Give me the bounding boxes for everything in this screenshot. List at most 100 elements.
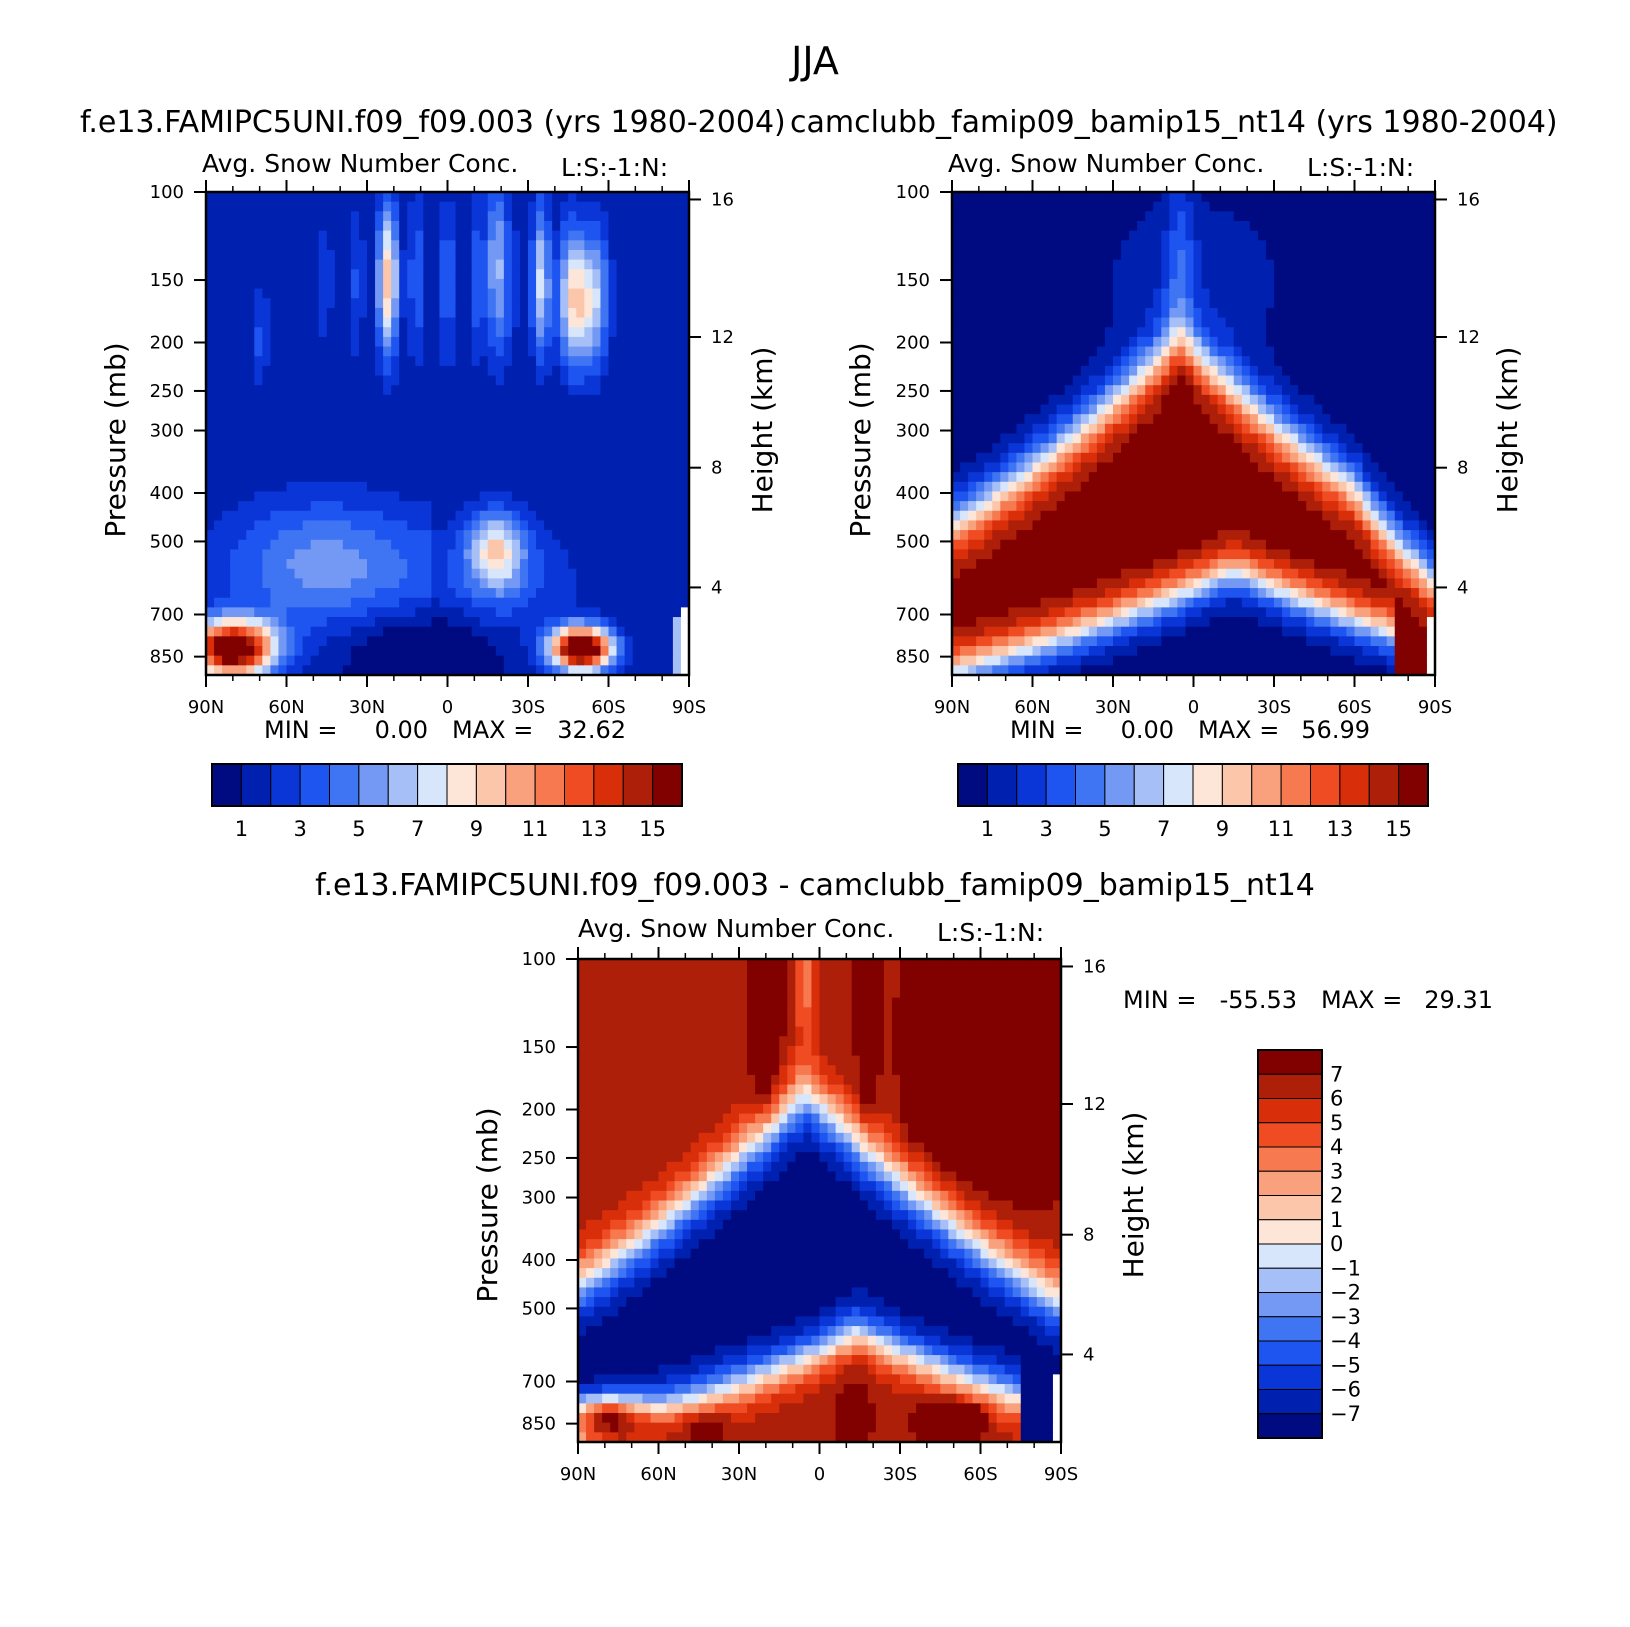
heatmap-cell <box>1298 327 1307 338</box>
heatmap-cell <box>519 520 529 531</box>
heatmap-cell <box>222 278 231 290</box>
heatmap-cell <box>1193 472 1203 483</box>
heatmap-cell <box>1257 298 1267 309</box>
heatmap-cell <box>342 307 352 319</box>
heatmap-cell <box>391 278 400 290</box>
heatmap-cell <box>1378 365 1388 377</box>
heatmap-cell <box>576 201 585 212</box>
heatmap-cell <box>230 201 239 212</box>
heatmap-cell <box>415 307 424 319</box>
heatmap-cell <box>624 211 634 222</box>
heatmap-cell <box>1378 220 1388 232</box>
heatmap-cell <box>528 356 537 367</box>
heatmap-cell <box>246 588 255 599</box>
heatmap-cell <box>447 298 457 309</box>
heatmap-cell <box>463 481 473 493</box>
heatmap-cell <box>214 568 223 579</box>
heatmap-cell <box>326 317 336 328</box>
heatmap-cell <box>503 481 513 493</box>
heatmap-cell <box>310 597 320 608</box>
heatmap-cell <box>246 211 255 222</box>
heatmap-cell <box>391 578 400 589</box>
heatmap-cell <box>1177 356 1187 367</box>
heatmap-cell <box>624 655 634 666</box>
heatmap-cell <box>984 288 993 299</box>
heatmap-cell <box>1217 356 1227 367</box>
heatmap-cell <box>1346 394 1356 406</box>
heatmap-cell <box>584 307 593 319</box>
heatmap-cell <box>439 472 449 483</box>
heatmap-cell <box>1169 375 1178 386</box>
heatmap-cell <box>672 346 682 357</box>
heatmap-cell <box>1072 394 1082 406</box>
heatmap-cell <box>310 394 320 406</box>
heatmap-cell <box>342 288 352 299</box>
heatmap-cell <box>487 559 497 570</box>
heatmap-cell <box>286 414 296 425</box>
heatmap-cell <box>616 530 626 541</box>
heatmap-cell <box>495 365 505 377</box>
heatmap-cell <box>222 249 231 261</box>
heatmap-cell <box>278 510 288 522</box>
heatmap-cell <box>1241 443 1251 454</box>
heatmap-cell <box>1290 230 1299 241</box>
heatmap-cell <box>471 665 481 676</box>
heatmap-cell <box>1378 327 1388 338</box>
heatmap-cell <box>1177 269 1187 280</box>
heatmap-cell <box>560 588 569 599</box>
heatmap-cell <box>1282 356 1291 367</box>
heatmap-cell <box>1153 249 1162 261</box>
heatmap-cell <box>1048 192 1058 203</box>
heatmap-cell <box>1153 452 1162 464</box>
colorbar-label: 3 <box>293 817 306 841</box>
heatmap-cell <box>576 269 585 280</box>
heatmap-cell <box>463 462 473 473</box>
heatmap-cell <box>391 452 400 464</box>
heatmap-cell <box>1145 356 1154 367</box>
heatmap-cell <box>375 278 384 290</box>
heatmap-cell <box>455 646 465 657</box>
heatmap-cell <box>568 433 577 444</box>
heatmap-cell <box>1314 240 1323 251</box>
y-axis-label-right: Height (km) <box>1491 347 1524 514</box>
heatmap-cell <box>592 327 602 338</box>
heatmap-cell <box>286 356 296 367</box>
heatmap-cell <box>1217 404 1227 415</box>
heatmap-cell <box>1418 414 1428 425</box>
heatmap-cell <box>1274 414 1283 425</box>
heatmap-cell <box>399 201 408 212</box>
heatmap-cell <box>640 385 650 396</box>
heatmap-cell <box>584 443 593 454</box>
heatmap-cell <box>310 588 320 599</box>
heatmap-cell <box>536 578 545 589</box>
heatmap-cell <box>992 414 1001 425</box>
heatmap-cell <box>1072 220 1082 232</box>
heatmap-cell <box>656 220 666 232</box>
heatmap-cell <box>487 375 497 386</box>
heatmap-cell <box>976 481 985 493</box>
heatmap-cell <box>680 510 690 522</box>
heatmap-cell <box>544 327 553 338</box>
heatmap-cell <box>310 192 320 203</box>
heatmap-cell <box>511 472 521 483</box>
heatmap-cell <box>1265 462 1275 473</box>
heatmap-cell <box>367 249 376 261</box>
heatmap-cell <box>592 394 602 406</box>
heatmap-cell <box>383 298 392 309</box>
heatmap-cell <box>1306 404 1315 415</box>
heatmap-cell <box>560 356 569 367</box>
heatmap-cell <box>1362 249 1372 261</box>
heatmap-cell <box>544 472 553 483</box>
heatmap-cell <box>1394 365 1404 377</box>
heatmap-cell <box>1064 443 1074 454</box>
heatmap-cell <box>415 481 424 493</box>
heatmap-cell <box>383 443 392 454</box>
heatmap-cell <box>1032 414 1042 425</box>
heatmap-cell <box>342 568 352 579</box>
heatmap-cell <box>238 278 247 290</box>
heatmap-cell <box>648 452 658 464</box>
heatmap-cell <box>206 646 215 657</box>
heatmap-cell <box>1185 394 1195 406</box>
heatmap-cell <box>592 230 602 241</box>
heatmap-cell <box>544 665 553 676</box>
